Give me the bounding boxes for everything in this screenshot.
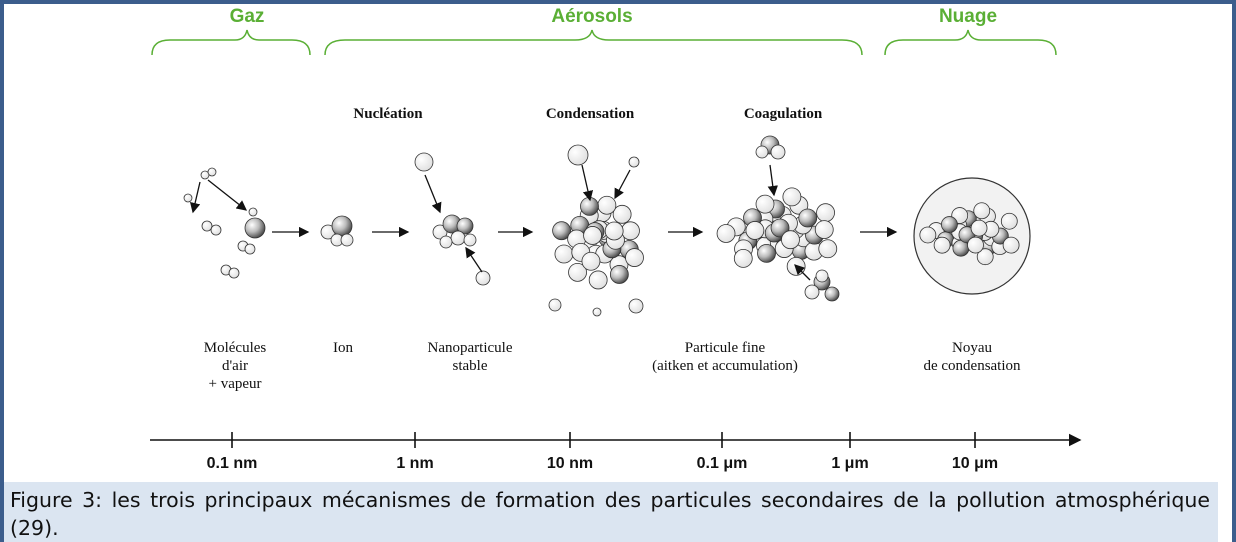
stage-label: Noyau xyxy=(952,340,992,356)
particle xyxy=(568,262,587,282)
stage-label: Particule fine xyxy=(685,340,766,356)
stage-label: + vapeur xyxy=(208,376,261,392)
particle xyxy=(432,224,448,240)
particle xyxy=(581,251,601,271)
particle xyxy=(818,239,838,259)
particle xyxy=(804,284,820,300)
particle xyxy=(941,216,958,233)
caption: Figure 3: les trois principaux mécanisme… xyxy=(4,482,1218,542)
particle xyxy=(628,298,644,314)
stage-label: Ion xyxy=(333,340,353,356)
particle xyxy=(625,248,644,267)
particle xyxy=(463,233,477,247)
particle xyxy=(1000,212,1018,230)
particle xyxy=(770,144,786,160)
particle xyxy=(592,307,602,317)
tick-label: 0.1 nm xyxy=(207,455,258,472)
particle xyxy=(548,298,562,312)
particle xyxy=(628,156,640,168)
brackets xyxy=(151,29,1057,56)
stage-label: d'air xyxy=(222,358,248,374)
particle xyxy=(552,221,571,241)
stage-label: Molécules xyxy=(204,340,267,356)
particle xyxy=(456,217,474,235)
particle xyxy=(933,236,951,254)
diagram: Gaz Aérosols Nuage Nucléation Condensation Co… xyxy=(150,6,1082,472)
particle xyxy=(782,187,802,207)
stage-label: de condensation xyxy=(923,358,1021,374)
particle xyxy=(716,224,736,243)
stage-label: (aitken et accumulation) xyxy=(652,358,798,374)
process-label: Condensation xyxy=(546,106,635,122)
particle xyxy=(450,230,466,246)
particle xyxy=(755,145,769,159)
particle xyxy=(210,224,222,236)
particle xyxy=(824,286,840,302)
tick-label: 0.1 μm xyxy=(697,455,748,472)
particle xyxy=(340,233,354,247)
tick-label: 1 nm xyxy=(396,455,433,472)
particle xyxy=(612,204,632,224)
process-label: Coagulation xyxy=(744,106,823,122)
particle xyxy=(207,167,217,177)
header: Aérosols xyxy=(551,6,632,27)
particle xyxy=(798,208,818,228)
particles xyxy=(183,135,1031,317)
particle xyxy=(244,217,266,239)
particle xyxy=(588,270,608,290)
particle xyxy=(815,269,829,283)
particle xyxy=(967,236,984,254)
particle xyxy=(201,220,213,232)
particle xyxy=(816,203,835,223)
arrows xyxy=(190,164,898,281)
particle xyxy=(757,243,776,263)
particle xyxy=(597,195,617,215)
header: Nuage xyxy=(939,6,997,27)
particle xyxy=(814,220,834,239)
particle xyxy=(755,194,775,214)
particle xyxy=(439,235,453,249)
particle xyxy=(567,144,589,166)
particle xyxy=(970,219,988,237)
particle xyxy=(781,230,800,250)
particle xyxy=(1002,236,1020,254)
particle xyxy=(745,221,765,240)
particle xyxy=(244,243,256,255)
particle xyxy=(604,221,624,241)
stage-label: stable xyxy=(453,358,488,374)
particle xyxy=(976,248,994,266)
particle xyxy=(733,248,753,268)
particle xyxy=(331,215,353,237)
particle xyxy=(609,265,629,284)
particle xyxy=(414,152,434,172)
tick-label: 1 μm xyxy=(831,455,868,472)
particle xyxy=(919,226,937,244)
particle xyxy=(183,193,193,203)
stage-label: Nanoparticule xyxy=(428,340,513,356)
particle xyxy=(228,267,240,279)
particle xyxy=(583,226,602,245)
tick-label: 10 nm xyxy=(547,455,593,472)
particle xyxy=(248,207,258,217)
particle xyxy=(973,202,991,220)
process-label: Nucléation xyxy=(353,106,423,122)
tick-label: 10 μm xyxy=(952,455,998,472)
particle xyxy=(554,244,574,264)
header: Gaz xyxy=(230,6,265,27)
particle xyxy=(475,270,491,286)
